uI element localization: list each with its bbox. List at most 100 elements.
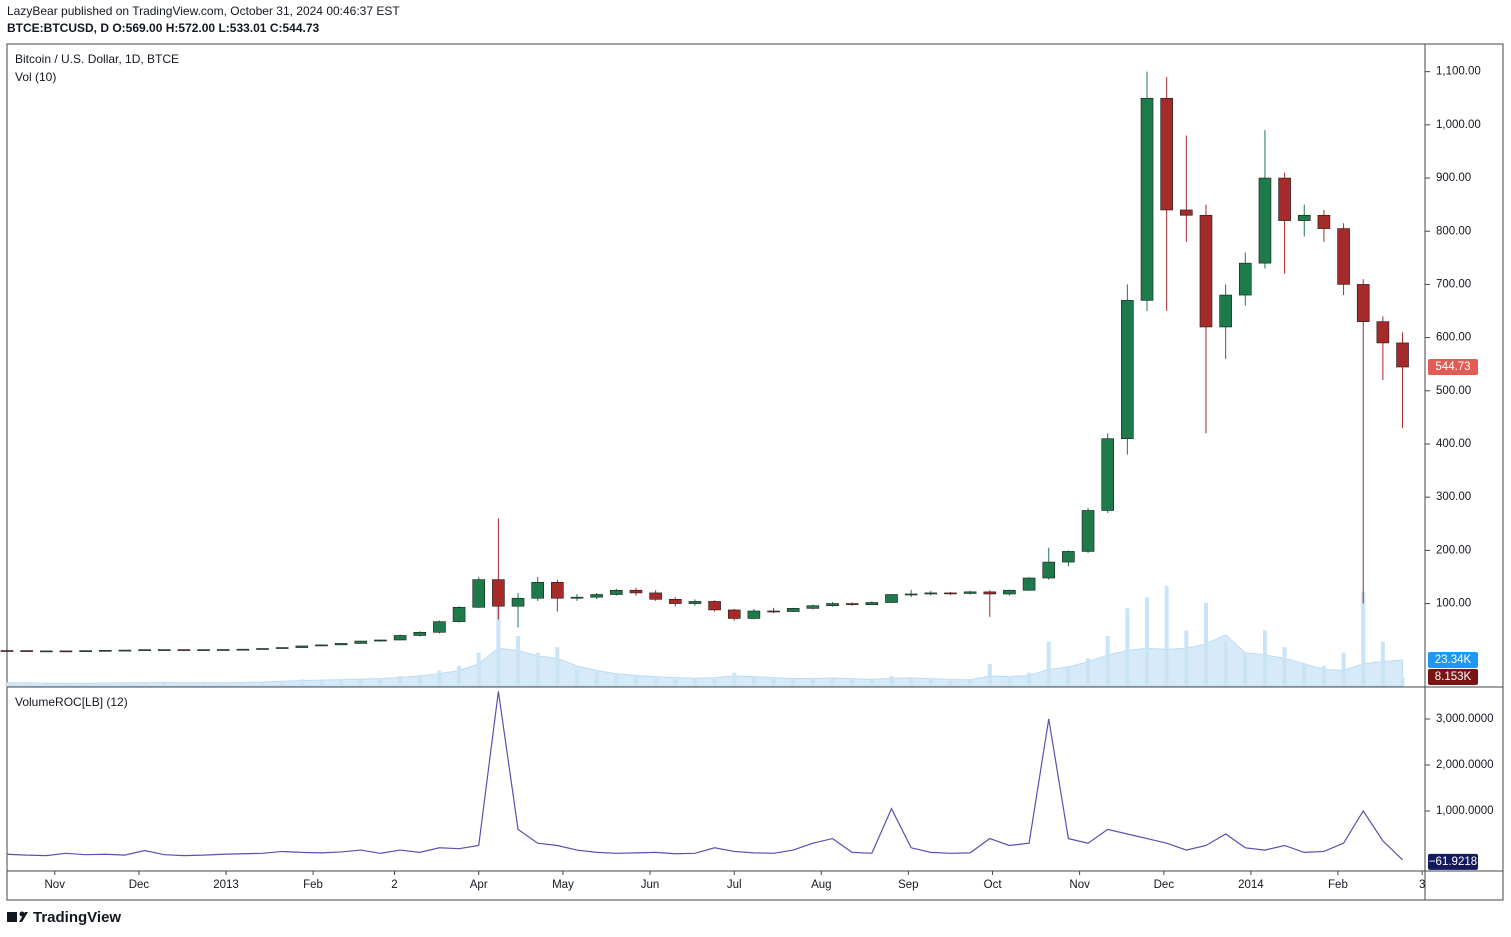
candle-body [79,650,92,652]
volume-bar [751,676,756,686]
volume-bar [791,679,796,686]
volume-bar [221,682,226,686]
volume-bar [516,636,521,686]
volume-bar [1302,663,1307,686]
x-tick-label: Feb [1328,879,1348,891]
candle-body [334,643,348,646]
candle-body [590,594,603,598]
candle-body [570,596,584,599]
candle-body [118,649,132,652]
candle-body [492,579,505,607]
candle-body [708,601,721,611]
candle-body [413,631,427,636]
candle-body [649,592,662,600]
volume-bar [260,681,265,686]
volume-bar [1007,676,1012,686]
y-tick-label: 700.00 [1436,278,1471,290]
candle-body [1022,577,1036,591]
y-tick-label: 300.00 [1436,491,1471,503]
volume-bar [496,591,501,686]
x-tick-label: Apr [470,879,488,891]
candle-body [727,609,741,619]
volume-bar [1125,608,1130,686]
volume-bar [1400,676,1405,686]
candle-body [1317,214,1331,229]
candle-body [1062,551,1075,563]
candle-body [1278,177,1291,221]
candle-body [1160,97,1173,211]
volume-ma-badge: 23.34K [1435,654,1472,666]
candle-body [747,610,761,619]
roc-badge-bg [1428,853,1478,870]
x-tick-label: Oct [984,879,1003,891]
volume-bar [614,674,619,686]
volume-ma-badge-bg [1428,652,1478,668]
x-tick-label: 3 [1419,879,1425,891]
volume-bar [555,647,560,686]
volume-bar [44,683,49,686]
volume-bar [457,666,462,686]
ohlc-high: H:572.00 [166,21,216,35]
y-tick-label: 900.00 [1436,172,1471,184]
candle-body [826,603,839,606]
x-tick-label: Aug [811,879,831,891]
candle-body [806,605,820,609]
y-tick-label: 500.00 [1436,385,1471,397]
y-tick-label: 100.00 [1436,598,1471,610]
volume-bar [830,677,835,686]
candle-body [177,649,191,651]
candle-body [629,589,643,594]
candle-body [511,597,525,607]
x-tick-label: 2 [391,879,397,891]
volume-bar [1341,652,1346,686]
x-tick-label: 2013 [213,879,239,891]
volume-bar [103,682,108,686]
candle-body [256,648,269,650]
volume-bar [1046,641,1051,686]
candle-body [295,645,309,648]
volume-bar [280,680,285,686]
volume-badge-bg [1428,669,1478,685]
y-tick-label: 200.00 [1436,544,1471,556]
volume-bar [692,678,697,686]
candle-body [924,592,938,595]
candle-body [944,592,957,595]
volume-bar [319,680,324,686]
roc-line [6,691,1403,861]
candle-body [1101,438,1115,511]
candle-body [1219,294,1232,328]
y-tick-label: 1,100.00 [1436,66,1481,78]
volume-bar [909,677,914,686]
x-tick-label: May [552,879,574,891]
roc-tick-label: 1,000.0000 [1436,805,1494,817]
volume-bar [181,683,186,686]
candle-body [275,647,289,649]
roc-tick-label: 2,000.0000 [1436,759,1494,771]
volume-bar [1262,630,1267,686]
brand: TradingView [7,909,121,926]
volume-bar [1203,602,1208,686]
volume-bar [869,679,874,686]
candle-body [1003,589,1016,595]
volume-bar [1321,666,1326,686]
candle-body [904,593,918,596]
chart-title: Bitcoin / U.S. Dollar, 1D, BTCE [15,52,179,66]
x-tick-label: Nov [45,879,66,891]
candle-body [98,650,112,652]
candle-body [1199,214,1213,328]
candle-body [845,603,859,605]
x-tick-label: Dec [129,879,150,891]
volume-bar [1223,641,1228,686]
volume-bar [771,678,776,686]
volume-bar [142,682,147,686]
plot [0,71,1409,861]
candle-body [531,581,544,599]
candle-body [1396,342,1409,368]
volume-bar [889,676,894,686]
volume-bar [928,679,933,686]
publisher: LazyBear published on TradingView.com, O… [7,4,400,18]
volume-bar [732,672,737,686]
candle-body [216,649,230,651]
candle-body [433,621,446,633]
logo [7,912,17,922]
